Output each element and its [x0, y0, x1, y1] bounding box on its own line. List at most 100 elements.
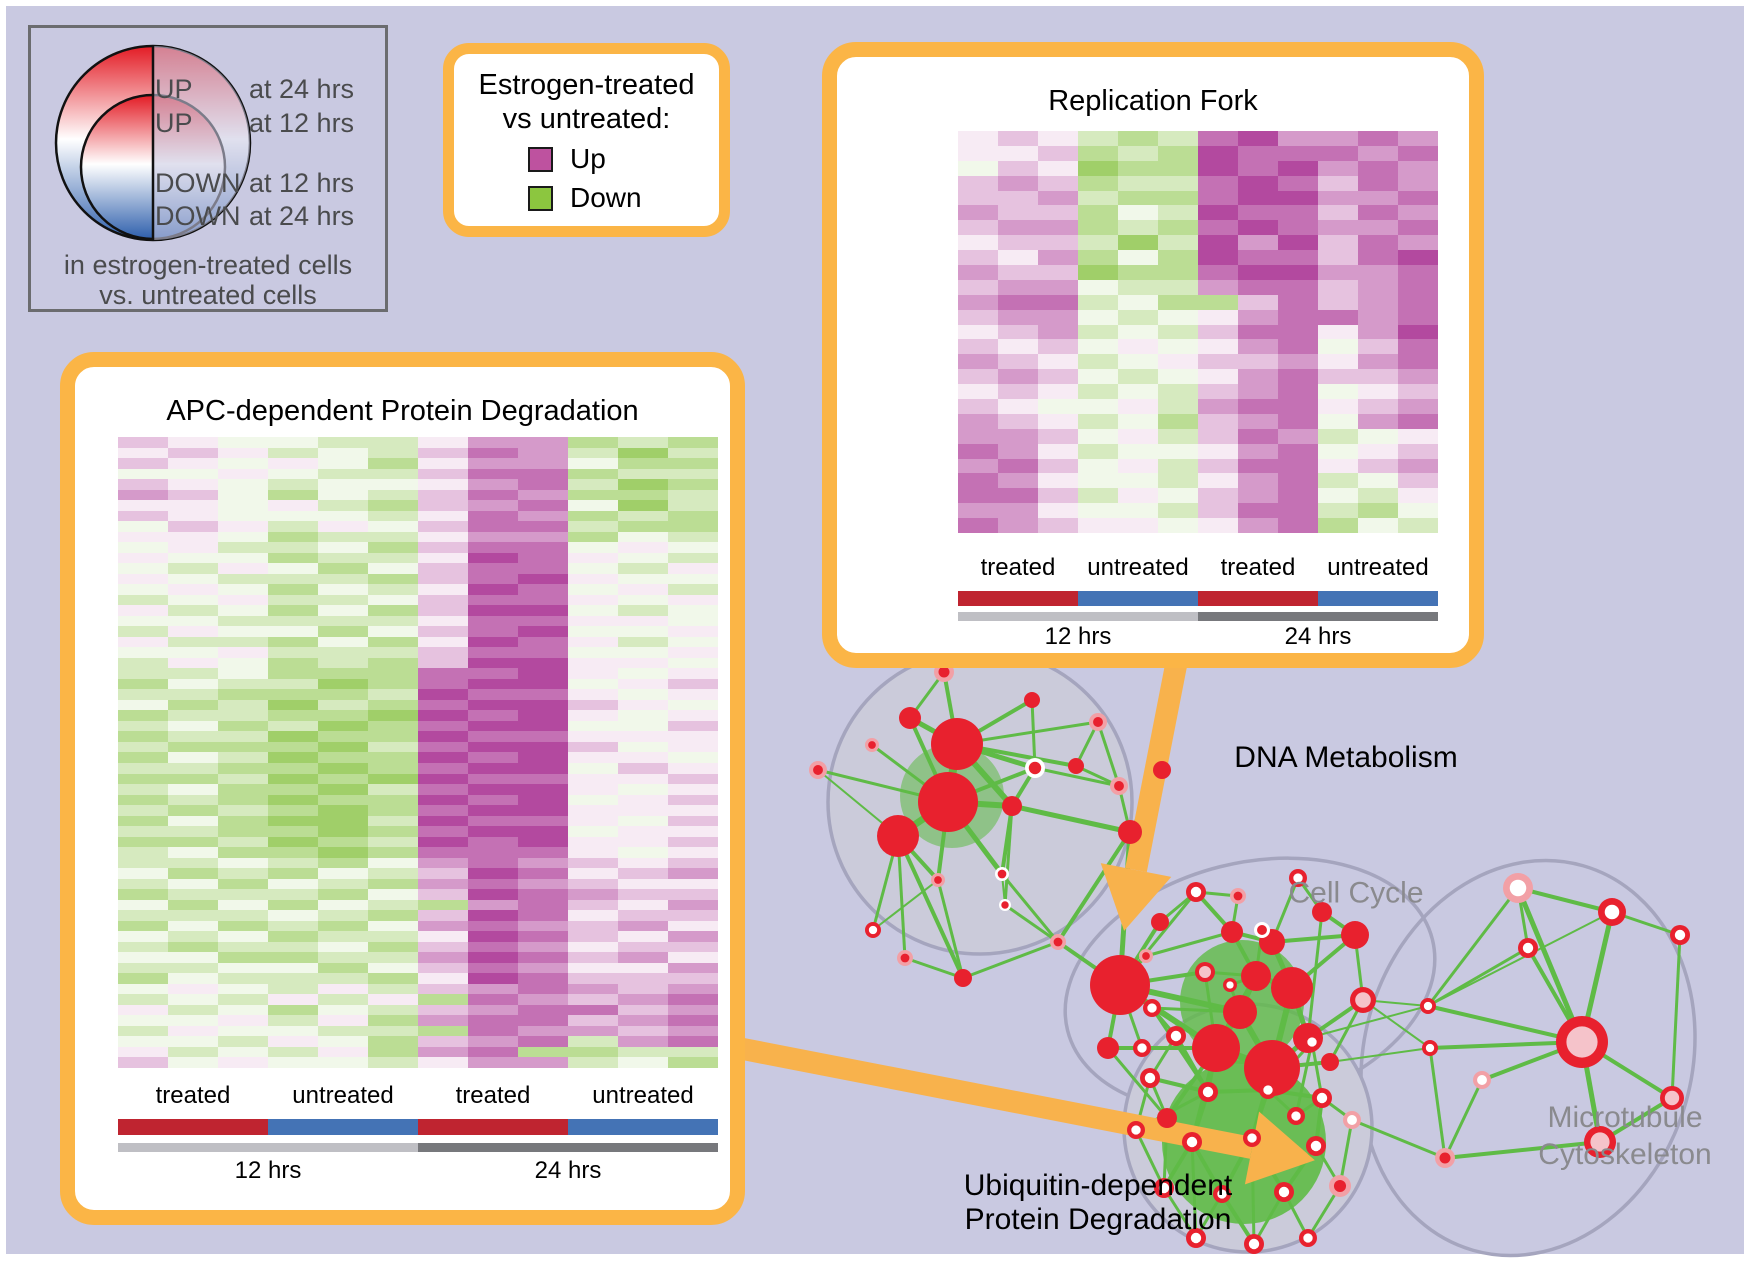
network-node: [1202, 1086, 1214, 1098]
network-node: [918, 772, 978, 832]
network-edge: [1338, 1119, 1354, 1187]
network-edge: [1427, 911, 1613, 1007]
network-node: [1664, 1090, 1680, 1106]
arrow-to-dna-head: [1100, 863, 1172, 931]
network-node: [877, 815, 919, 857]
replication-fork-panel: Replication Fork treated untreated treat…: [822, 42, 1484, 668]
network-node: [1522, 942, 1534, 954]
network-node: [1307, 1037, 1317, 1047]
network-node: [1157, 1108, 1177, 1128]
network-edge: [1515, 887, 1585, 1043]
rf-untreated-24-label: untreated: [1327, 554, 1429, 581]
microtubule-cytoskeleton-label: Microtubule Cytoskeleton: [1538, 1101, 1712, 1171]
network-node: [1312, 902, 1332, 922]
ring-down-12-label: DOWN: [155, 168, 241, 198]
rf-heatmap: [958, 131, 1438, 533]
network-node: [934, 876, 942, 884]
network-edge: [1329, 1047, 1431, 1063]
down-color-swatch: [528, 185, 553, 211]
network-node: [1221, 921, 1243, 943]
network-edge: [1426, 887, 1520, 1007]
network-node: [1509, 879, 1527, 897]
network-edge: [1106, 1047, 1169, 1119]
network-node: [1263, 1085, 1273, 1095]
rf-time-bars: [958, 612, 1438, 621]
rf-group-labels: treated untreated treated untreated: [958, 554, 1438, 582]
network-node: [1333, 1179, 1347, 1193]
arrow-to-ubiquitin-head: [1244, 1111, 1315, 1185]
ring-down-12-time: at 12 hrs: [249, 168, 355, 198]
network-node: [1316, 1092, 1328, 1104]
arrow-to-dna: [1125, 642, 1191, 873]
ring-up-24-label: UP: [155, 74, 193, 104]
apc-heatmap: [118, 437, 718, 1068]
network-node: [954, 969, 972, 987]
ring-up-24-time: at 24 hrs: [249, 74, 355, 104]
network-edge: [1096, 721, 1121, 787]
network-node: [1068, 758, 1084, 774]
network-node: [1190, 1232, 1202, 1244]
network-node: [1147, 1003, 1157, 1013]
network-node: [1153, 761, 1171, 779]
ring-up-12-time: at 12 hrs: [249, 108, 355, 138]
network-node: [1241, 961, 1271, 991]
network-edge: [1517, 886, 1613, 914]
network-node: [1271, 967, 1313, 1009]
rf-panel-title: Replication Fork: [1048, 85, 1258, 117]
network-edge: [1306, 911, 1324, 1039]
network-edge: [1011, 803, 1131, 835]
apc-untreated-12-label: untreated: [292, 1082, 394, 1109]
network-edge: [936, 879, 965, 979]
rf-12hrs-label: 12 hrs: [1044, 623, 1112, 650]
up-down-rings-icon: [54, 44, 252, 242]
network-node: [1303, 1233, 1313, 1243]
cell-cycle-label: Cell Cycle: [1288, 876, 1424, 910]
network-edge: [1670, 934, 1682, 1099]
apc-time-labels: 12 hrs 24 hrs: [118, 1157, 718, 1185]
network-node: [1604, 904, 1620, 920]
network-node: [931, 718, 983, 770]
network-node: [1142, 952, 1150, 960]
network-node: [1278, 1186, 1290, 1198]
network-edge: [1034, 766, 1120, 788]
network-node: [1257, 925, 1267, 935]
network-node: [1002, 796, 1022, 816]
rf-untreated-12-label: untreated: [1087, 554, 1189, 581]
network-node: [1053, 937, 1063, 947]
network-node: [1341, 921, 1369, 949]
network-node: [900, 953, 910, 963]
network-node: [1028, 761, 1042, 775]
apc-treated-24-label: treated: [455, 1082, 531, 1109]
ring-down-24-time: at 24 hrs: [249, 201, 355, 231]
network-node: [1158, 1182, 1170, 1194]
rf-treated-12-label: treated: [980, 554, 1056, 581]
network-edge: [1307, 1005, 1429, 1039]
network-node: [1118, 820, 1142, 844]
network-edge: [1362, 999, 1431, 1049]
network-node: [1233, 891, 1243, 901]
network-edge: [1145, 930, 1233, 958]
rf-time-labels: 12 hrs 24 hrs: [958, 623, 1438, 651]
network-node: [1566, 1026, 1598, 1058]
network-edge: [1444, 1140, 1601, 1160]
ring-caption-line2: vs. untreated cells: [99, 280, 317, 310]
network-node: [1170, 1030, 1182, 1042]
ubiquitin-degradation-label: Ubiquitin-dependent Protein Degradation: [963, 1169, 1233, 1236]
estrogen-legend-title-line1: Estrogen-treated: [478, 69, 695, 101]
network-node: [1247, 1133, 1257, 1143]
network-edge: [904, 956, 964, 980]
rf-condition-bars: [958, 591, 1438, 606]
apc-panel-title: APC-dependent Protein Degradation: [166, 395, 639, 427]
network-node: [1674, 929, 1686, 941]
apc-heatmap-panel: APC-dependent Protein Degradation treate…: [60, 352, 745, 1225]
network-node: [1355, 992, 1371, 1008]
network-edge: [1252, 1191, 1286, 1245]
network-edge: [1190, 1141, 1224, 1195]
ring-legend-box: UP at 24 hrs UP at 12 hrs DOWN at 12 hrs…: [28, 25, 388, 312]
legend-item-up: Up: [528, 143, 719, 175]
network-node: [1217, 1189, 1227, 1199]
apc-12hrs-label: 12 hrs: [234, 1157, 302, 1184]
ring-caption-line1: in estrogen-treated cells: [63, 250, 353, 280]
network-node: [813, 765, 823, 775]
